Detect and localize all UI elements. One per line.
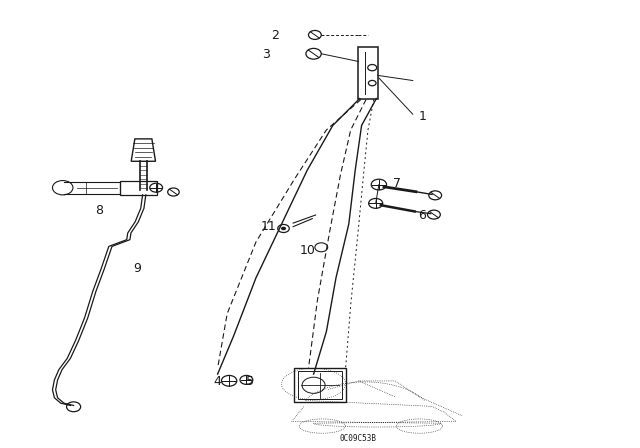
Text: 11: 11 (261, 220, 276, 233)
Text: 9: 9 (134, 262, 141, 276)
Circle shape (281, 227, 286, 230)
Text: 5: 5 (246, 375, 253, 388)
Text: 1: 1 (419, 110, 426, 123)
Bar (120, 181, 157, 195)
Text: 8: 8 (95, 204, 103, 217)
Text: 4: 4 (214, 375, 221, 388)
Text: 3: 3 (262, 48, 269, 61)
Text: 2: 2 (271, 29, 279, 43)
Text: 10: 10 (300, 244, 315, 258)
Text: 7: 7 (393, 177, 401, 190)
Text: 0C09C53B: 0C09C53B (340, 434, 377, 443)
Text: 6: 6 (419, 208, 426, 222)
Bar (294, 368, 346, 402)
Bar (298, 371, 342, 400)
Bar (358, 47, 378, 99)
